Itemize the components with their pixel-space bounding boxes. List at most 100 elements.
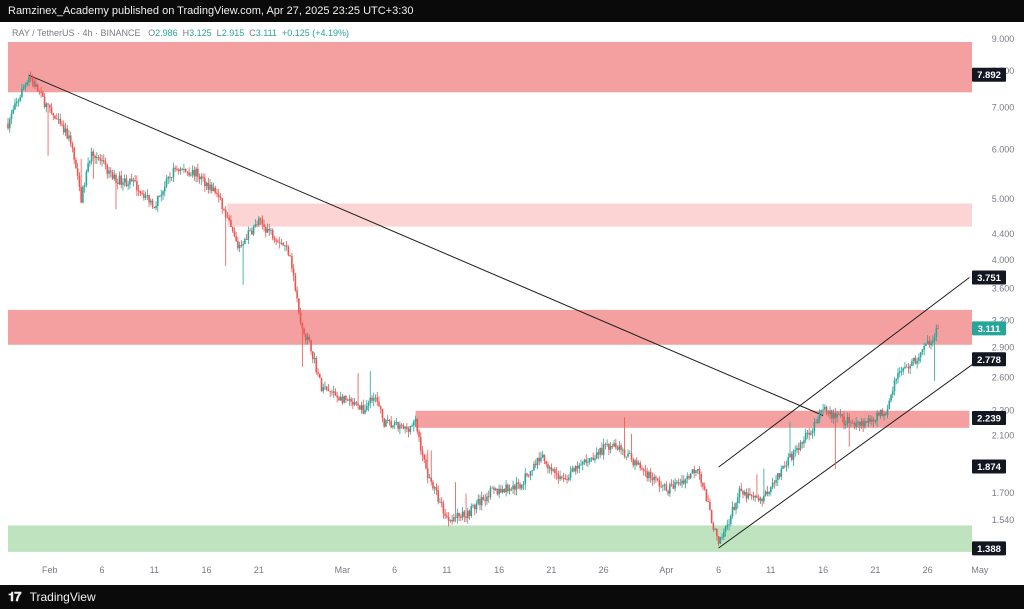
candle [601, 442, 603, 456]
candle [907, 363, 910, 374]
candle-body [414, 419, 417, 422]
candle-body [197, 168, 199, 177]
candle-body [885, 413, 887, 415]
candle [416, 417, 419, 435]
price-tick-label: 2.900 [992, 343, 1015, 353]
candle-body [343, 395, 345, 403]
candle [454, 482, 457, 523]
candle [501, 485, 504, 494]
candle [442, 500, 445, 519]
candle-body [364, 409, 366, 414]
candle-body [782, 466, 784, 469]
price-label-text: 3.751 [977, 273, 1001, 284]
candle [930, 339, 932, 350]
candle [421, 445, 424, 462]
channel-lower-line [718, 358, 981, 549]
candle [428, 474, 431, 479]
candle [467, 507, 469, 524]
candle [207, 177, 210, 194]
candle [606, 439, 608, 448]
candle-body [705, 489, 708, 502]
candle-body [486, 496, 488, 502]
candle-body [651, 478, 654, 481]
price-label-text: 2.239 [977, 414, 1001, 425]
candle [618, 441, 621, 453]
candle-body [233, 231, 236, 237]
candle-body [479, 499, 481, 506]
candle [587, 457, 589, 467]
candle [811, 428, 814, 439]
candle-body [456, 512, 459, 518]
candle-body [623, 449, 626, 457]
candle-body [839, 414, 842, 416]
candle-body [750, 495, 753, 497]
candle-body [83, 185, 86, 187]
candle-body [137, 190, 140, 192]
candle [843, 411, 845, 430]
candle-body [928, 340, 931, 346]
candle-body [646, 471, 648, 479]
candle-body [275, 240, 278, 242]
candle [543, 454, 546, 465]
candle [338, 395, 340, 401]
candle [728, 518, 730, 531]
candle-body [522, 483, 525, 485]
candle-body [116, 182, 119, 185]
candle [507, 483, 509, 494]
candle [541, 450, 544, 459]
candle-body [639, 462, 642, 469]
price-chart[interactable]: 9.0008.0007.0006.0005.0004.4004.0003.600… [0, 22, 1024, 585]
candle-body [379, 406, 382, 409]
candle [677, 478, 680, 486]
candle-body [743, 492, 746, 495]
candle [571, 465, 574, 473]
candle [456, 508, 459, 524]
candle [750, 494, 753, 500]
candle [646, 467, 648, 482]
candle [400, 423, 403, 429]
candle-body [742, 490, 744, 495]
candle [761, 497, 763, 507]
candle-body [111, 172, 114, 179]
candle [505, 480, 507, 497]
candle [799, 440, 802, 452]
candle-body [714, 529, 716, 530]
candle-body [895, 378, 898, 381]
candle-body [19, 97, 21, 101]
candle [611, 443, 614, 449]
candle-body [844, 423, 847, 425]
candle [824, 404, 826, 412]
candle-body [764, 491, 767, 496]
candle [721, 533, 723, 540]
candle-body [247, 230, 250, 240]
candle-body [921, 349, 924, 353]
candle-body [574, 466, 577, 472]
candle [754, 494, 756, 502]
candle [777, 472, 779, 486]
candle [21, 83, 23, 98]
candle-body [40, 91, 42, 93]
candle-body [242, 243, 244, 246]
candle-body [151, 200, 154, 207]
candle-body [613, 443, 615, 447]
candle-body [341, 396, 344, 403]
candle-body [231, 227, 234, 232]
candle [716, 527, 718, 541]
candle-body [322, 387, 325, 391]
candle [130, 173, 133, 182]
candle-body [92, 151, 95, 156]
candle [40, 86, 42, 98]
candle-body [365, 405, 368, 410]
candle-body [451, 520, 453, 522]
candle [702, 482, 704, 491]
high-label: H [182, 28, 190, 38]
candle-body [670, 484, 673, 486]
candle [306, 332, 309, 345]
candle-body [602, 444, 605, 455]
price-tick-label: 1.700 [992, 488, 1015, 498]
candle [359, 404, 361, 410]
candle-body [353, 402, 356, 405]
candle-body [280, 243, 283, 244]
candle-body [710, 509, 713, 524]
time-tick-label: 21 [254, 565, 264, 575]
